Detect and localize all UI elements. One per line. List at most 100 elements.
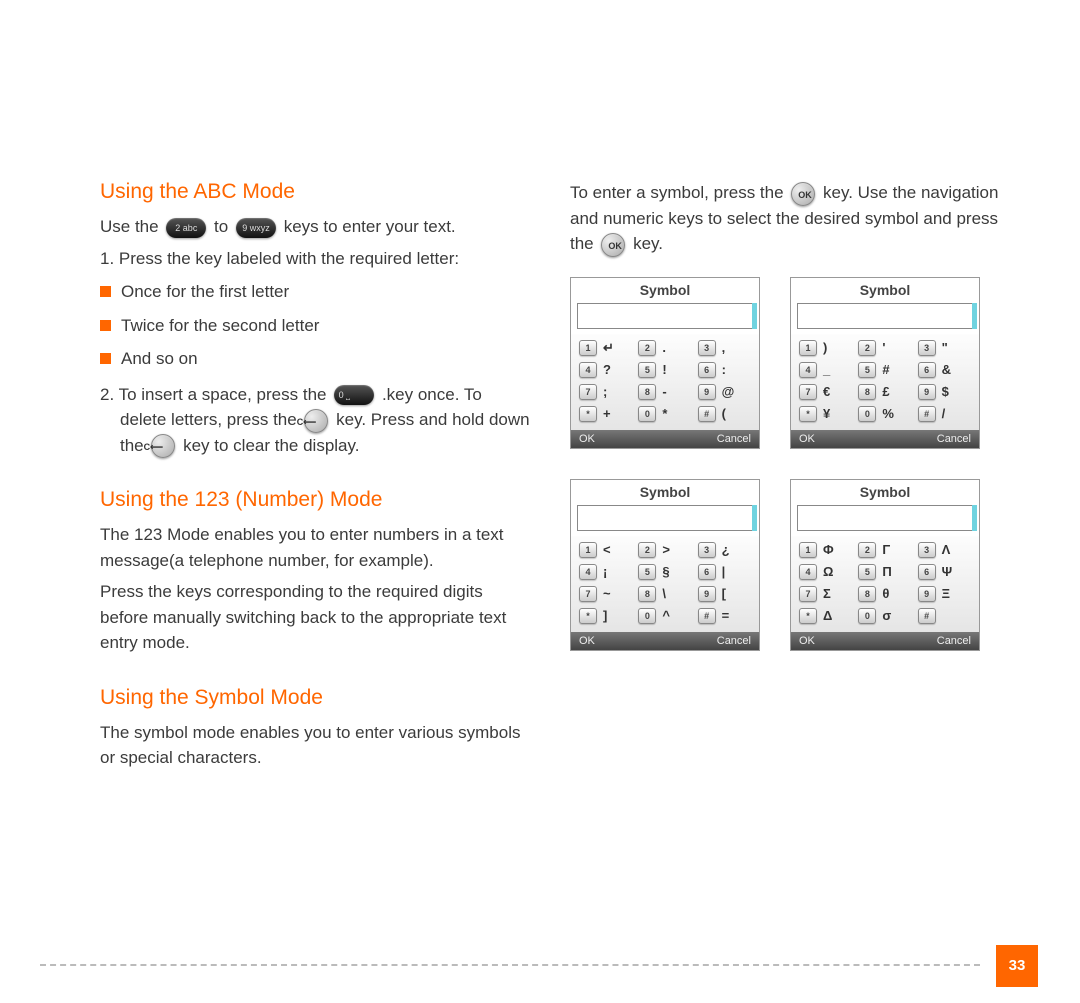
softkey-cancel[interactable]: Cancel bbox=[937, 635, 971, 647]
key-cell[interactable]: 6| bbox=[698, 564, 751, 580]
key-cell[interactable]: 1Φ bbox=[799, 542, 852, 558]
key-cell[interactable]: 4? bbox=[579, 362, 632, 378]
key-cell[interactable]: 7~ bbox=[579, 586, 632, 602]
key-cell[interactable]: #/ bbox=[918, 406, 971, 422]
key-cell[interactable]: 9$ bbox=[918, 384, 971, 400]
key-grid: 1) 2' 3" 4_ 5# 6&7€ 8£ 9$ *¥ 0% #/ bbox=[791, 334, 979, 430]
key-cell[interactable]: 0σ bbox=[858, 608, 911, 624]
key-cell[interactable]: # bbox=[918, 608, 971, 624]
text: To enter a symbol, press the bbox=[570, 183, 788, 202]
key-symbol: % bbox=[882, 407, 894, 420]
key-cell[interactable]: 0* bbox=[638, 406, 691, 422]
num-p2: Press the keys corresponding to the requ… bbox=[100, 579, 530, 656]
key-symbol: " bbox=[942, 341, 948, 354]
softkey-cancel[interactable]: Cancel bbox=[717, 635, 751, 647]
key-ok-icon: OK bbox=[791, 182, 815, 206]
keypad-key-icon: * bbox=[579, 608, 597, 624]
scrollbar[interactable] bbox=[752, 505, 757, 531]
key-cell[interactable]: *+ bbox=[579, 406, 632, 422]
symbol-screen-1: Symbol1↵2.3,4?5!6:7;8-9@*+0*#(OKCancel bbox=[570, 277, 760, 449]
key-cell[interactable]: 1) bbox=[799, 340, 852, 356]
key-cell[interactable]: 3, bbox=[698, 340, 751, 356]
scrollbar[interactable] bbox=[972, 303, 977, 329]
screen-title: Symbol bbox=[791, 480, 979, 502]
symbol-input[interactable] bbox=[797, 505, 973, 531]
keypad-key-icon: 6 bbox=[918, 564, 936, 580]
key-cell[interactable]: 7Σ bbox=[799, 586, 852, 602]
symbol-input[interactable] bbox=[577, 505, 753, 531]
symbol-input[interactable] bbox=[577, 303, 753, 329]
key-cell[interactable]: 8\ bbox=[638, 586, 691, 602]
key-cell[interactable]: 9Ξ bbox=[918, 586, 971, 602]
key-cell[interactable]: 8£ bbox=[858, 384, 911, 400]
key-cell[interactable]: 7€ bbox=[799, 384, 852, 400]
key-symbol: ^ bbox=[662, 609, 670, 622]
scrollbar[interactable] bbox=[972, 505, 977, 531]
key-cell[interactable]: 2Γ bbox=[858, 542, 911, 558]
key-cell[interactable]: *Δ bbox=[799, 608, 852, 624]
key-cell[interactable]: 9@ bbox=[698, 384, 751, 400]
key-symbol: \ bbox=[662, 587, 666, 600]
text: to bbox=[214, 217, 233, 236]
softkey-cancel[interactable]: Cancel bbox=[717, 433, 751, 445]
key-symbol: Σ bbox=[823, 587, 831, 600]
key-cell[interactable]: 3Λ bbox=[918, 542, 971, 558]
symbol-input[interactable] bbox=[797, 303, 973, 329]
key-cell[interactable]: 5§ bbox=[638, 564, 691, 580]
key-cell[interactable]: 6: bbox=[698, 362, 751, 378]
key-cell[interactable]: 2' bbox=[858, 340, 911, 356]
key-cell[interactable]: 9[ bbox=[698, 586, 751, 602]
bullet-text: And so on bbox=[121, 346, 198, 372]
bullet-icon bbox=[100, 286, 111, 297]
key-symbol: Γ bbox=[882, 543, 890, 556]
key-cell[interactable]: 4¡ bbox=[579, 564, 632, 580]
key-cell[interactable]: 5# bbox=[858, 362, 911, 378]
keypad-key-icon: # bbox=[698, 406, 716, 422]
key-cell[interactable]: 1< bbox=[579, 542, 632, 558]
key-cell[interactable]: 8- bbox=[638, 384, 691, 400]
key-cell[interactable]: 5Π bbox=[858, 564, 911, 580]
keypad-key-icon: 3 bbox=[698, 340, 716, 356]
screen-input-row bbox=[791, 300, 979, 334]
key-cell[interactable]: 0% bbox=[858, 406, 911, 422]
softkey-ok[interactable]: OK bbox=[579, 433, 595, 445]
key-cell[interactable]: 7; bbox=[579, 384, 632, 400]
key-symbol: & bbox=[942, 363, 951, 376]
keypad-key-icon: 7 bbox=[799, 384, 817, 400]
softkey-cancel[interactable]: Cancel bbox=[937, 433, 971, 445]
key-cell[interactable]: *] bbox=[579, 608, 632, 624]
softkey-ok[interactable]: OK bbox=[799, 433, 815, 445]
key-cell[interactable]: 6Ψ bbox=[918, 564, 971, 580]
softkey-ok[interactable]: OK bbox=[799, 635, 815, 647]
key-cell[interactable]: 3" bbox=[918, 340, 971, 356]
key-cell[interactable]: #( bbox=[698, 406, 751, 422]
softkey-ok[interactable]: OK bbox=[579, 635, 595, 647]
key-symbol: : bbox=[722, 363, 726, 376]
keypad-key-icon: 3 bbox=[698, 542, 716, 558]
key-symbol: = bbox=[722, 609, 730, 622]
key-symbol: | bbox=[722, 565, 726, 578]
key-cell[interactable]: 1↵ bbox=[579, 340, 632, 356]
key-clear-icon: C⟵ bbox=[304, 409, 328, 433]
key-symbol: ↵ bbox=[603, 341, 614, 354]
key-symbol: ] bbox=[603, 609, 607, 622]
key-cell[interactable]: *¥ bbox=[799, 406, 852, 422]
key-cell[interactable]: 2. bbox=[638, 340, 691, 356]
keypad-key-icon: 4 bbox=[579, 564, 597, 580]
scrollbar[interactable] bbox=[752, 303, 757, 329]
key-cell[interactable]: 8θ bbox=[858, 586, 911, 602]
keypad-key-icon: 4 bbox=[799, 564, 817, 580]
key-cell[interactable]: 2> bbox=[638, 542, 691, 558]
text: Use the bbox=[100, 217, 163, 236]
key-cell[interactable]: #= bbox=[698, 608, 751, 624]
key-cell[interactable]: 4_ bbox=[799, 362, 852, 378]
key-cell[interactable]: 0^ bbox=[638, 608, 691, 624]
keypad-key-icon: 4 bbox=[579, 362, 597, 378]
sym-section: Using the Symbol Mode The symbol mode en… bbox=[100, 686, 530, 771]
key-cell[interactable]: 3¿ bbox=[698, 542, 751, 558]
key-cell[interactable]: 6& bbox=[918, 362, 971, 378]
abc-step1: 1. Press the key labeled with the requir… bbox=[100, 246, 530, 272]
bullet-text: Once for the first letter bbox=[121, 279, 289, 305]
key-cell[interactable]: 5! bbox=[638, 362, 691, 378]
key-cell[interactable]: 4Ω bbox=[799, 564, 852, 580]
